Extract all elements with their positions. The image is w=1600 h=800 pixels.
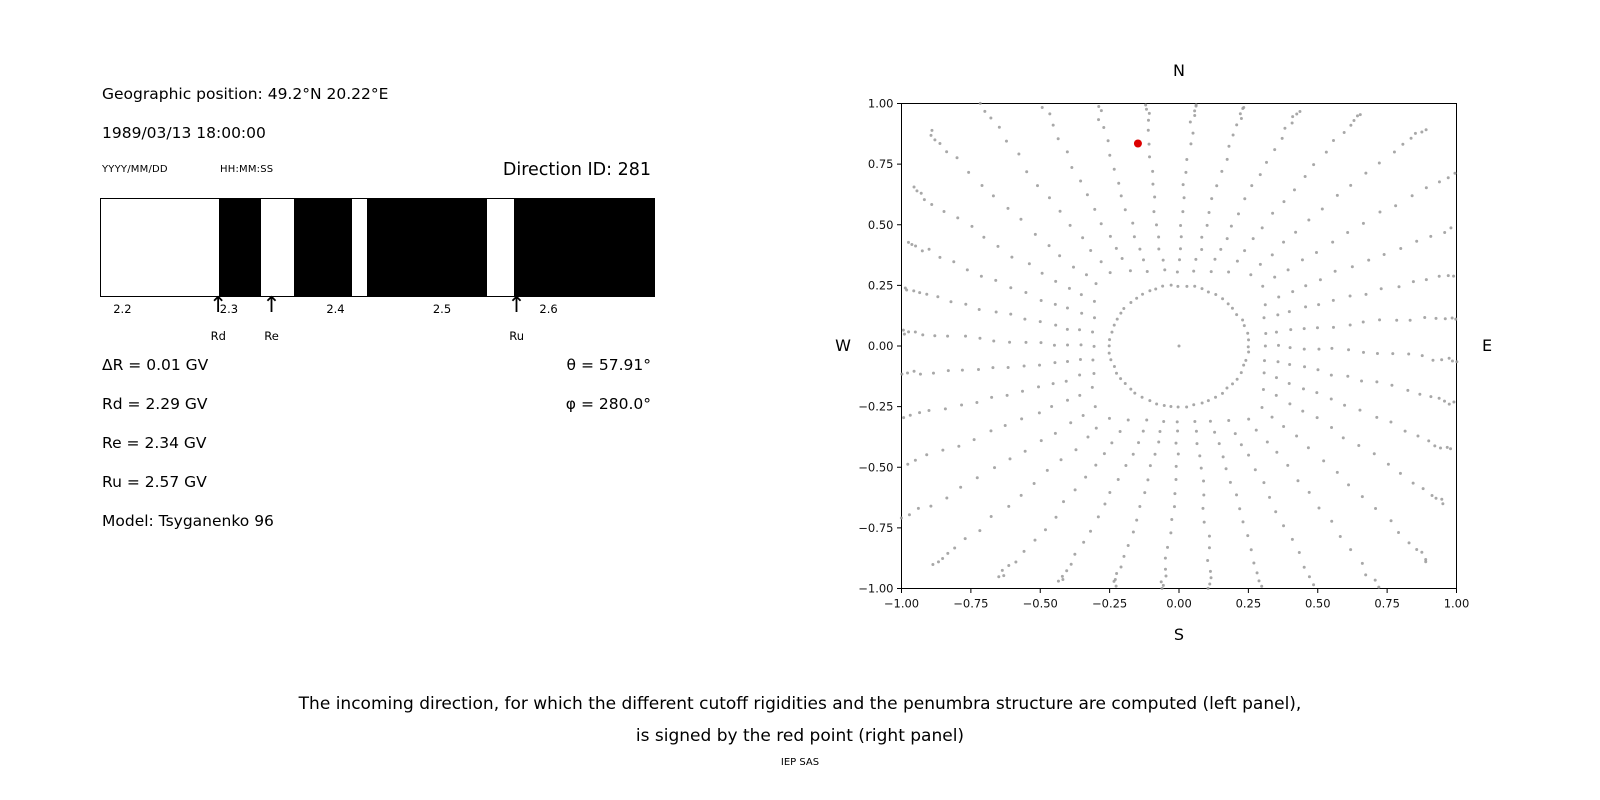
geographic-position-text: Geographic position: 49.2°N 20.22°E — [102, 85, 389, 103]
cutoff-marker-arrow: ↑ — [507, 293, 526, 318]
scatter-dots — [899, 101, 1459, 590]
svg-text:0.75: 0.75 — [1374, 597, 1400, 611]
cutoff-marker-arrow: ↑ — [209, 293, 228, 318]
svg-text:−0.75: −0.75 — [858, 521, 893, 535]
cutoff-marker-label: Re — [264, 329, 279, 343]
penumbra-tick-label: 2.2 — [113, 302, 132, 316]
penumbra-tick-label: 2.6 — [539, 302, 558, 316]
re-value: Re = 2.34 GV — [102, 434, 207, 452]
penumbra-forbidden-band — [367, 199, 487, 296]
penumbra-bar-chart — [100, 198, 655, 297]
rd-value: Rd = 2.29 GV — [102, 395, 208, 413]
svg-text:0.75: 0.75 — [868, 157, 894, 171]
theta-value: θ = 57.91° — [566, 356, 651, 374]
cutoff-marker-arrow: ↑ — [262, 293, 281, 318]
compass-west-label: W — [835, 336, 851, 355]
penumbra-forbidden-band — [219, 199, 261, 296]
svg-text:0.00: 0.00 — [868, 339, 894, 353]
svg-text:−1.00: −1.00 — [858, 582, 893, 596]
svg-text:−0.50: −0.50 — [1023, 597, 1058, 611]
svg-text:0.25: 0.25 — [1236, 597, 1262, 611]
svg-text:1.00: 1.00 — [868, 97, 894, 111]
penumbra-forbidden-band — [293, 199, 353, 296]
model-label: Model: Tsyganenko 96 — [102, 512, 274, 530]
ru-value: Ru = 2.57 GV — [102, 473, 207, 491]
svg-text:0.25: 0.25 — [868, 278, 894, 292]
svg-text:0.50: 0.50 — [868, 218, 894, 232]
caption-line-1: The incoming direction, for which the di… — [298, 694, 1302, 714]
credit-label: IEP SAS — [780, 757, 820, 768]
svg-text:−1.00: −1.00 — [884, 597, 919, 611]
figure-caption: The incoming direction, for which the di… — [0, 688, 1600, 752]
svg-text:−0.75: −0.75 — [953, 597, 988, 611]
caption-line-2: is signed by the red point (right panel) — [635, 726, 965, 746]
penumbra-axis-ticks: 2.2 2.3 2.4 2.5 2.6 — [100, 302, 653, 318]
compass-east-label: E — [1482, 336, 1492, 355]
red-point-marker — [1133, 139, 1142, 148]
plot-axis-ticks: −1.00 −0.75 −0.50 −0.25 0.00 0.25 0.50 0.75 1.00… — [858, 97, 1469, 611]
penumbra-cutoff-markers: ↑ Rd ↑ Re ↑ Ru — [100, 295, 653, 347]
cutoff-info-panel: Geographic position: 49.2°N 20.22°E 1989… — [100, 80, 655, 560]
cutoff-marker-label: Rd — [210, 329, 226, 343]
compass-south-label: S — [1174, 625, 1184, 644]
direction-id-label: Direction ID: 281 — [502, 160, 651, 180]
svg-text:−0.25: −0.25 — [858, 400, 893, 414]
direction-scatter-svg: −1.00 −0.75 −0.50 −0.25 0.00 0.25 0.50 0.75 1.00… — [835, 61, 1492, 644]
svg-text:0.00: 0.00 — [1166, 597, 1192, 611]
compass-north-label: N — [1173, 61, 1185, 80]
svg-text:−0.25: −0.25 — [1092, 597, 1127, 611]
svg-text:−0.50: −0.50 — [858, 460, 893, 474]
datetime-text: 1989/03/13 18:00:00 — [102, 124, 266, 142]
cutoff-marker-label: Ru — [509, 329, 524, 343]
penumbra-forbidden-band — [514, 199, 654, 296]
penumbra-tick-label: 2.3 — [219, 302, 239, 316]
svg-text:1.00: 1.00 — [1444, 597, 1470, 611]
penumbra-tick-label: 2.5 — [432, 302, 452, 316]
svg-text:0.50: 0.50 — [1305, 597, 1331, 611]
penumbra-tick-label: 2.4 — [326, 302, 345, 316]
direction-plot-panel: −1.00 −0.75 −0.50 −0.25 0.00 0.25 0.50 0.75 1.00… — [830, 50, 1530, 675]
delta-r-value: ΔR = 0.01 GV — [102, 356, 209, 374]
date-format-label: YYYY/MM/DD — [102, 164, 168, 175]
phi-value: φ = 280.0° — [565, 395, 651, 413]
time-format-label: HH:MM:SS — [220, 164, 274, 175]
